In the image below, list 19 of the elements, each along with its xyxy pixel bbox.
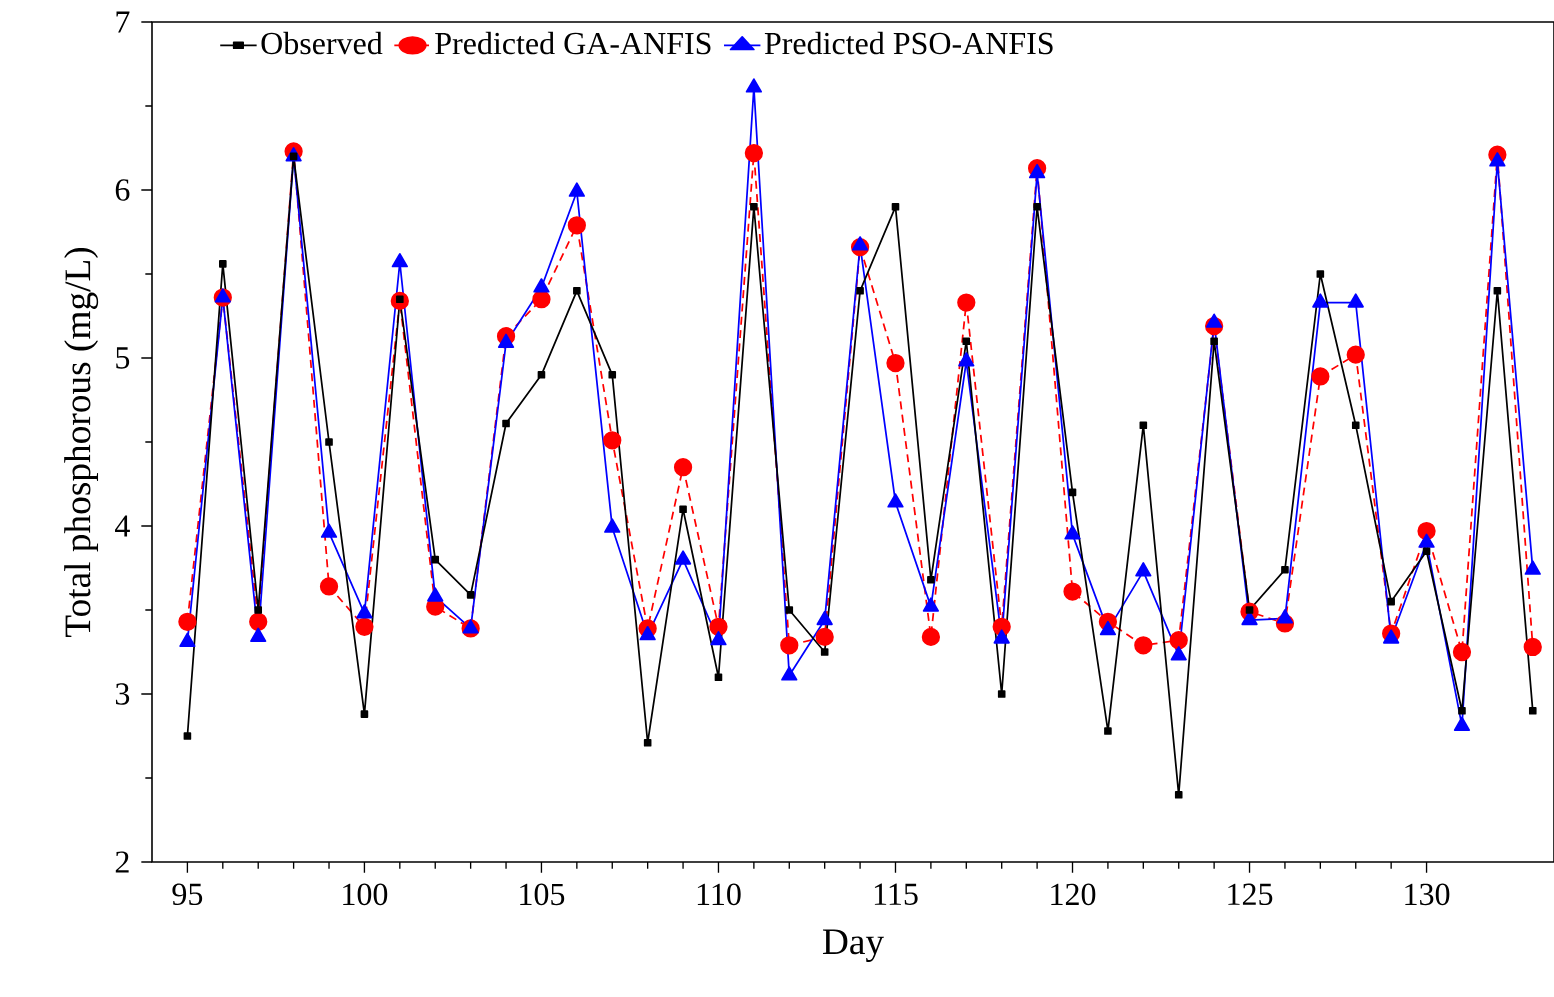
y-tick-label: 6 <box>115 179 130 201</box>
x-tick-label: 125 <box>1228 883 1273 906</box>
legend-label: Predicted GA-ANFIS <box>435 31 711 55</box>
y-tick-label: 2 <box>115 851 129 873</box>
legend-label: Observed <box>261 31 383 55</box>
x-tick-label: 105 <box>520 883 565 906</box>
y-tick-label: 4 <box>115 515 130 537</box>
x-tick-label: 130 <box>1405 883 1450 906</box>
y-tick-label: 7 <box>116 11 130 33</box>
x-tick-label: 95 <box>172 883 203 906</box>
x-axis-title: Day <box>822 929 884 962</box>
y-tick-label: 5 <box>116 347 130 369</box>
x-tick-label: 110 <box>697 883 741 906</box>
y-axis-title: Total phosphorous (mg/L) <box>64 247 99 638</box>
x-tick-label: 100 <box>343 883 388 906</box>
x-tick-label: 115 <box>874 883 918 906</box>
legend-label: Predicted PSO-ANFIS <box>764 31 1053 55</box>
y-tick-label: 3 <box>115 683 130 705</box>
x-tick-label: 120 <box>1051 883 1096 906</box>
